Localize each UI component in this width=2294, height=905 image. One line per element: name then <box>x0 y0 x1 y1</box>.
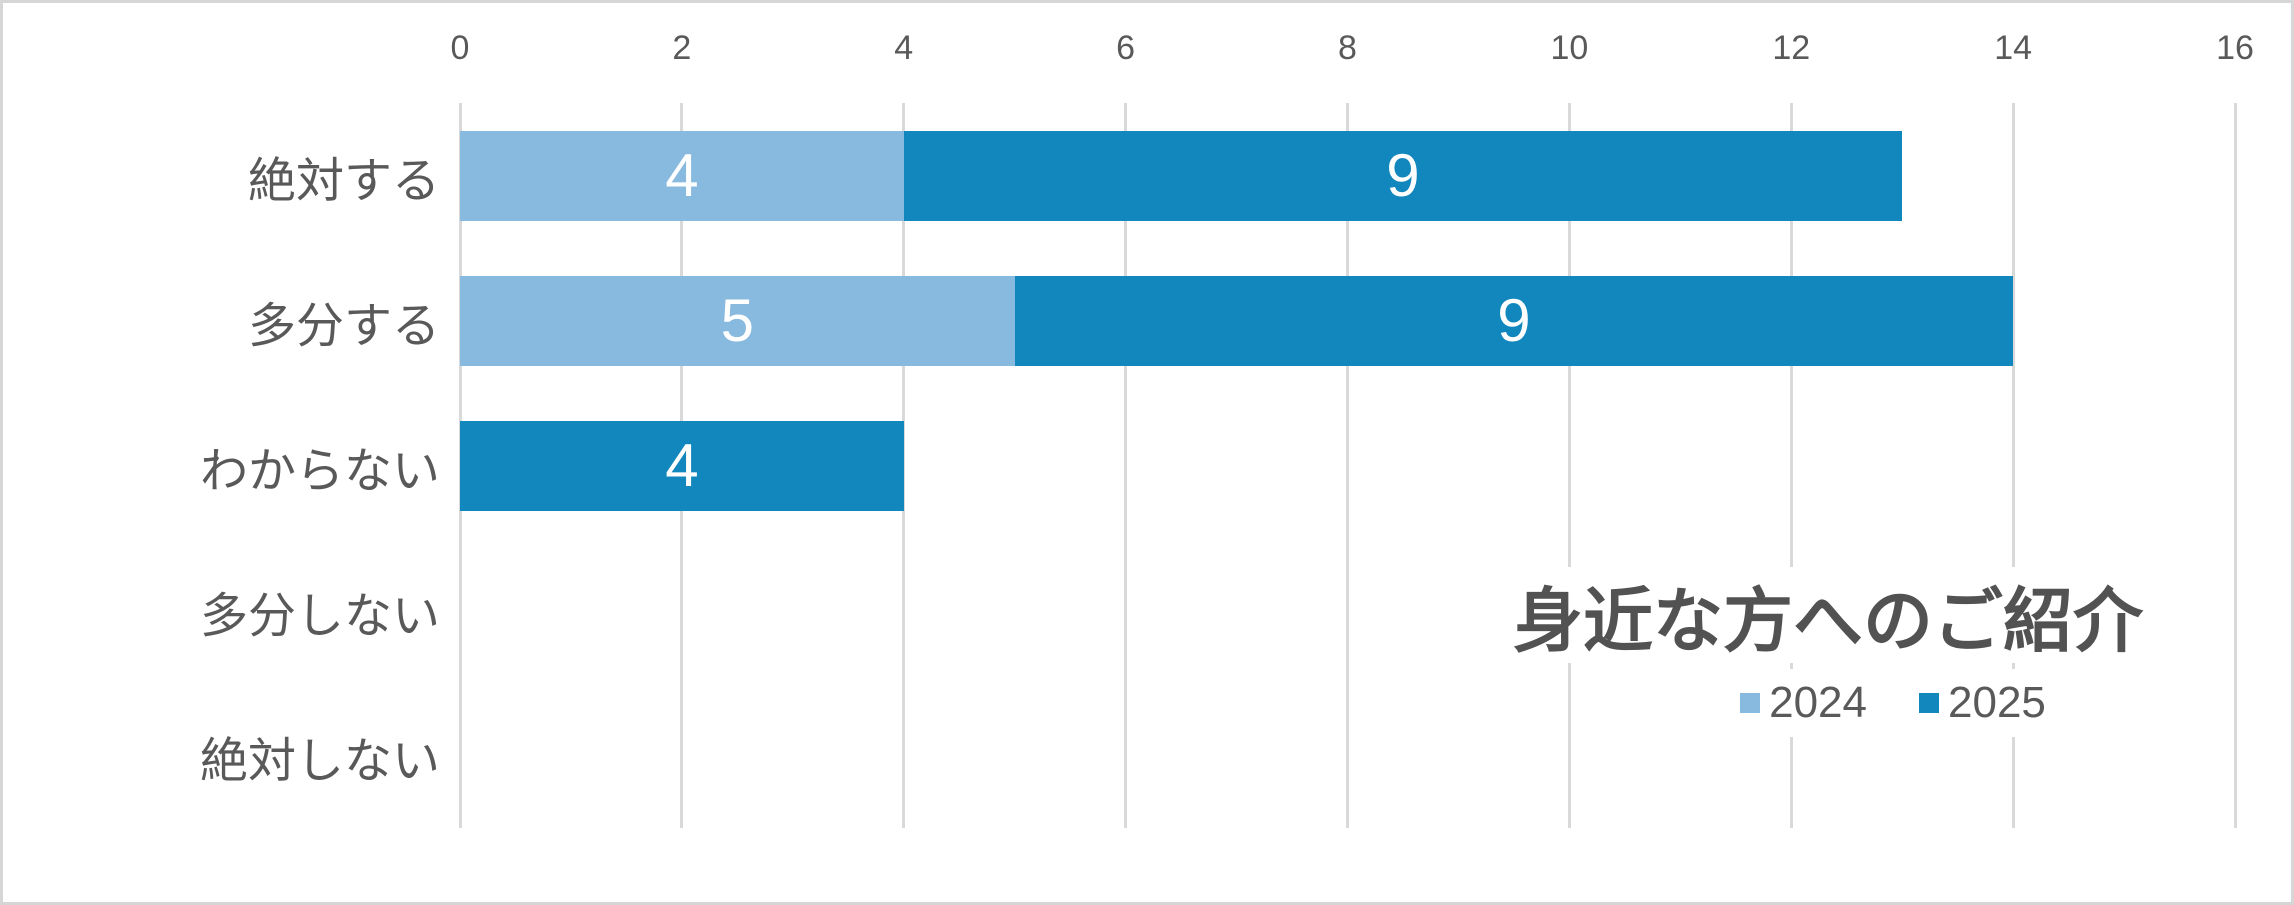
legend: 2024 2025 <box>1693 669 2093 737</box>
bar-segment-2024: 5 <box>460 275 1015 366</box>
data-label: 4 <box>665 431 699 499</box>
data-label: 4 <box>665 141 699 209</box>
category-label: 多分する <box>247 299 440 353</box>
x-axis-tick-label: 10 <box>1550 29 1589 67</box>
x-axis-tick-label: 8 <box>1338 29 1357 67</box>
legend-label: 2024 <box>1769 678 1867 727</box>
x-axis-tick-label: 12 <box>1772 29 1811 67</box>
bar-segment-2025: 4 <box>460 420 904 511</box>
chart-title: 身近な方へのご紹介 <box>1483 567 2173 663</box>
category-label: わからない <box>199 444 440 498</box>
x-axis-tick-label: 2 <box>672 29 692 67</box>
data-label: 9 <box>1497 286 1531 354</box>
x-axis-tick-label: 16 <box>2216 29 2254 67</box>
data-label: 9 <box>1386 141 1420 209</box>
legend-item-2024: 2024 <box>1740 678 1867 728</box>
stacked-bar-chart: 0 2 4 6 8 10 12 14 16 絶対する多分するわからない多分しない絶対しない 4 9… <box>3 3 2291 902</box>
x-axis-tick-label: 6 <box>1116 29 1136 67</box>
data-label: 5 <box>720 286 755 354</box>
bar-segment-2025: 9 <box>1014 275 2014 366</box>
bar-segment-2025: 9 <box>903 130 1903 221</box>
legend-label: 2025 <box>1948 678 2046 727</box>
gridline <box>1567 103 1571 828</box>
category-label: 絶対する <box>247 154 440 208</box>
gridline <box>902 103 906 828</box>
x-axis-tick-label: 14 <box>1994 29 2033 67</box>
gridline <box>2011 103 2015 828</box>
gridline <box>2233 103 2237 828</box>
legend-item-2025: 2025 <box>1919 678 2046 728</box>
legend-swatch-icon <box>1919 693 1939 713</box>
gridline <box>1124 103 1128 828</box>
category-label: 多分しない <box>199 589 440 643</box>
legend-swatch-icon <box>1740 693 1761 713</box>
gridline <box>1346 103 1350 828</box>
gridline <box>1789 103 1793 828</box>
category-label: 絶対しない <box>199 734 440 788</box>
bar-segment-2024: 4 <box>460 130 904 221</box>
x-axis-tick-label: 4 <box>894 29 914 67</box>
x-axis-tick-label: 0 <box>450 29 470 67</box>
